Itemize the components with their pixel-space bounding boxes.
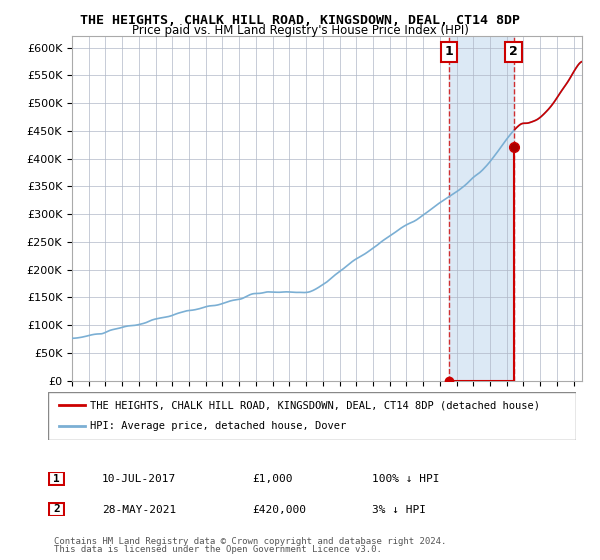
Text: £1,000: £1,000: [252, 474, 293, 484]
Text: 2: 2: [53, 505, 60, 514]
Text: This data is licensed under the Open Government Licence v3.0.: This data is licensed under the Open Gov…: [54, 545, 382, 554]
Text: 1: 1: [53, 474, 60, 483]
Text: £420,000: £420,000: [252, 505, 306, 515]
Text: THE HEIGHTS, CHALK HILL ROAD, KINGSDOWN, DEAL, CT14 8DP: THE HEIGHTS, CHALK HILL ROAD, KINGSDOWN,…: [80, 14, 520, 27]
Text: 28-MAY-2021: 28-MAY-2021: [102, 505, 176, 515]
Text: 1: 1: [445, 45, 453, 58]
Text: HPI: Average price, detached house, Dover: HPI: Average price, detached house, Dove…: [90, 421, 346, 431]
FancyBboxPatch shape: [48, 392, 576, 440]
Text: Price paid vs. HM Land Registry's House Price Index (HPI): Price paid vs. HM Land Registry's House …: [131, 24, 469, 36]
Text: 10-JUL-2017: 10-JUL-2017: [102, 474, 176, 484]
Text: 3% ↓ HPI: 3% ↓ HPI: [372, 505, 426, 515]
Text: 2: 2: [509, 45, 518, 58]
Text: Contains HM Land Registry data © Crown copyright and database right 2024.: Contains HM Land Registry data © Crown c…: [54, 537, 446, 546]
FancyBboxPatch shape: [49, 503, 64, 516]
FancyBboxPatch shape: [49, 472, 64, 485]
Bar: [449, 36, 514, 381]
Text: THE HEIGHTS, CHALK HILL ROAD, KINGSDOWN, DEAL, CT14 8DP (detached house): THE HEIGHTS, CHALK HILL ROAD, KINGSDOWN,…: [90, 400, 540, 410]
Text: 100% ↓ HPI: 100% ↓ HPI: [372, 474, 439, 484]
